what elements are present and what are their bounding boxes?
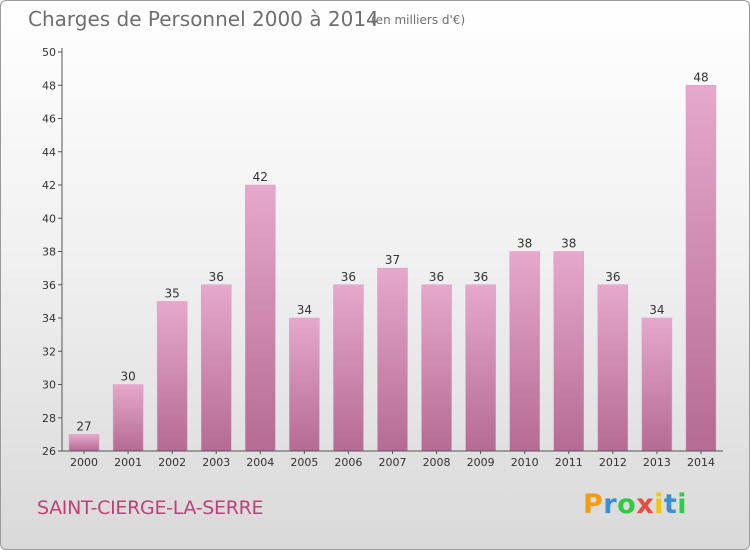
bar-2002: [156, 301, 188, 452]
x-tick-label-2001: 2001: [114, 456, 142, 469]
y-tick-label-34: 34: [42, 312, 56, 325]
data-label-2008: 36: [429, 270, 444, 284]
data-label-2003: 36: [209, 270, 224, 284]
y-tick-label-38: 38: [42, 246, 56, 259]
logo-letter-3: x: [636, 489, 655, 520]
data-label-2014: 48: [693, 70, 708, 84]
data-label-2007: 37: [385, 253, 400, 267]
data-label-2010: 38: [517, 237, 532, 251]
bar-2000: [68, 434, 100, 452]
proxiti-logo: Proxiti: [583, 489, 687, 520]
y-tick-label-42: 42: [42, 179, 56, 192]
logo-letter-6: i: [677, 489, 688, 520]
x-tick-label-2005: 2005: [290, 456, 318, 469]
x-tick-label-2000: 2000: [70, 456, 98, 469]
data-label-2006: 36: [341, 270, 356, 284]
y-tick-label-36: 36: [42, 279, 56, 292]
logo-letter-5: t: [663, 489, 678, 520]
bar-2010: [509, 251, 540, 452]
x-tick-label-2009: 2009: [467, 456, 495, 469]
bar-2012: [597, 284, 629, 452]
bar-2014: [685, 85, 717, 452]
bar-2011: [553, 251, 585, 452]
y-tick-label-46: 46: [42, 113, 56, 126]
x-tick-label-2008: 2008: [423, 456, 451, 469]
bar-2005: [289, 317, 320, 452]
bars-group: 27 30 35 36 42 34 36 37 36 36 38 38 36 34 48: [68, 70, 717, 452]
bar-2004: [245, 184, 276, 452]
x-tick-label-2010: 2010: [511, 456, 539, 469]
x-tick-label-2002: 2002: [158, 456, 186, 469]
logo-letter-4: i: [654, 489, 664, 520]
logo-letter-0: P: [583, 489, 604, 520]
bar-2007: [377, 267, 408, 452]
x-tick-label-2004: 2004: [246, 456, 274, 469]
logo-letter-2: o: [617, 489, 637, 520]
x-tick-label-2011: 2011: [555, 456, 583, 469]
bar-2013: [641, 317, 673, 452]
chart-title: Charges de Personnel 2000 à 2014: [28, 7, 379, 31]
bar-2009: [465, 284, 496, 452]
commune-name: SAINT-CIERGE-LA-SERRE: [37, 497, 264, 519]
y-tick-label-40: 40: [42, 212, 56, 225]
bar-2001: [112, 384, 144, 452]
y-tick-label-30: 30: [42, 379, 56, 392]
y-tick-label-32: 32: [42, 345, 56, 358]
data-label-2013: 34: [649, 303, 664, 317]
x-tick-label-2012: 2012: [599, 456, 627, 469]
axes-group: 2000 2001 2002 2003 2004 2005 2006 2007 2008 2009…: [42, 46, 723, 469]
data-label-2005: 34: [297, 303, 312, 317]
y-tick-label-50: 50: [42, 46, 56, 59]
bar-2008: [421, 284, 452, 452]
data-label-2011: 38: [561, 237, 576, 251]
data-label-2001: 30: [120, 370, 135, 384]
data-label-2009: 36: [473, 270, 488, 284]
y-tick-label-28: 28: [42, 412, 56, 425]
y-tick-label-44: 44: [42, 146, 56, 159]
bar-2006: [333, 284, 364, 452]
data-label-2000: 27: [76, 419, 91, 433]
data-label-2012: 36: [605, 270, 620, 284]
y-tick-label-48: 48: [42, 79, 56, 92]
x-tick-label-2014: 2014: [687, 456, 715, 469]
x-tick-label-2013: 2013: [643, 456, 671, 469]
logo-letter-1: r: [603, 489, 618, 520]
x-tick-label-2003: 2003: [202, 456, 230, 469]
y-tick-label-26: 26: [42, 445, 56, 458]
data-label-2004: 42: [253, 170, 268, 184]
chart-subtitle: (en milliers d'€): [371, 13, 466, 27]
x-tick-label-2006: 2006: [334, 456, 362, 469]
data-label-2002: 35: [165, 286, 180, 300]
bar-2003: [200, 284, 232, 452]
x-tick-label-2007: 2007: [379, 456, 407, 469]
